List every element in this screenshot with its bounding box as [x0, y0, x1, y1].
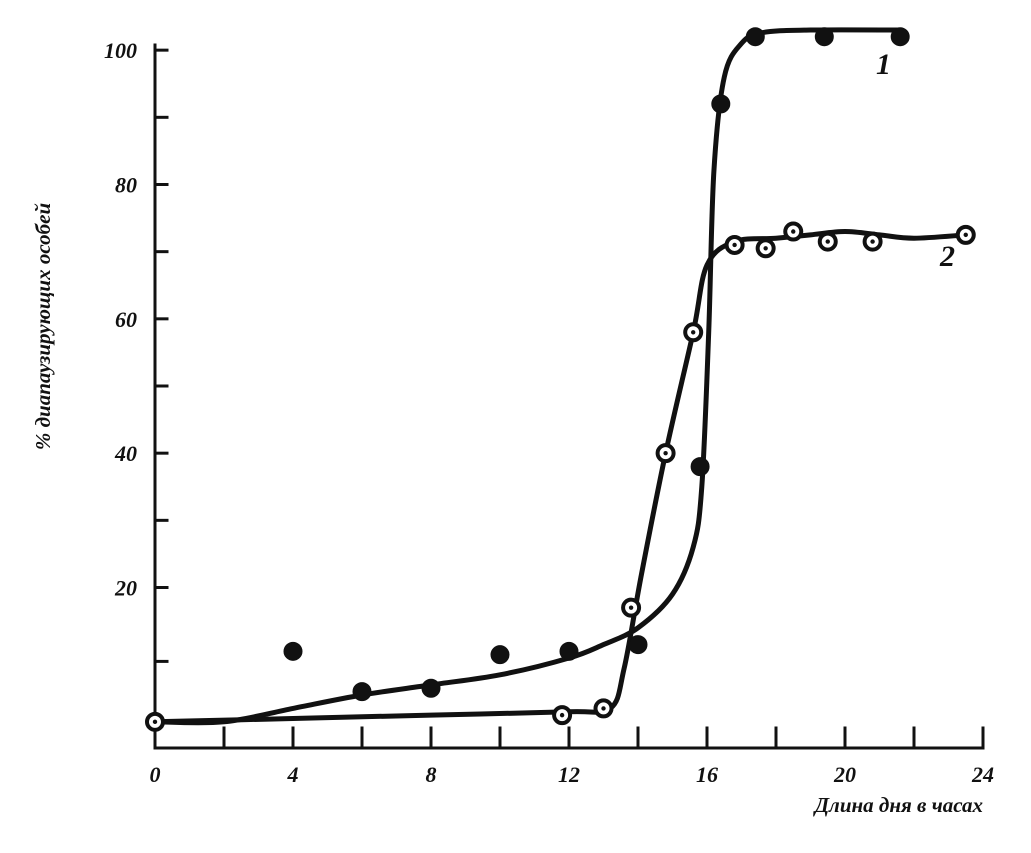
y-axis-label: % диапаузирующих особей: [31, 203, 55, 450]
series-1-point: [283, 641, 303, 661]
series-1-point: [690, 457, 710, 477]
series-1-point: [559, 641, 579, 661]
series-1-point: [745, 27, 765, 47]
series-2-point: [724, 234, 745, 255]
point-center: [152, 719, 158, 725]
point-center: [870, 239, 875, 244]
point-center: [963, 232, 968, 238]
curves: [152, 27, 969, 726]
point-center: [732, 242, 737, 248]
x-tick-label: 24: [971, 762, 994, 787]
series-label-2: 2: [939, 240, 955, 273]
y-tick-label: 20: [114, 576, 137, 601]
series-1-point: [490, 645, 510, 665]
series-1-line: [152, 27, 903, 726]
series-1-point: [352, 682, 372, 702]
series-2-point: [552, 705, 573, 726]
series-1-point: [890, 27, 910, 47]
series-2-point: [783, 221, 804, 242]
point-center: [691, 330, 696, 335]
series-1-point: [421, 678, 441, 698]
x-tick-label: 0: [150, 762, 161, 787]
series-2-point: [683, 322, 704, 343]
series-2-point: [655, 443, 676, 464]
point-center: [628, 605, 634, 610]
series-1-point: [814, 27, 834, 47]
series-2-point: [593, 698, 614, 719]
x-axis-label: Длина дня в часах: [813, 793, 983, 817]
x-tick-label: 4: [287, 762, 299, 787]
labels: % диапаузирующих особей Длина дня в часа…: [31, 48, 983, 817]
series-2-point: [145, 711, 165, 732]
x-tick-label: 16: [696, 762, 718, 787]
markers: [145, 27, 976, 732]
series-2-point: [862, 231, 883, 252]
series-2-point: [755, 238, 776, 259]
series-2-point: [817, 231, 838, 252]
y-tick-label: 40: [114, 441, 137, 466]
x-tick-label: 8: [426, 762, 437, 787]
y-tick-label: 80: [115, 172, 137, 197]
series-2-line: [152, 229, 969, 725]
y-tick-label: 100: [104, 38, 137, 63]
series-1-point: [711, 94, 731, 114]
series-2-point: [955, 224, 976, 245]
series-1-point: [628, 635, 648, 655]
point-center: [825, 239, 830, 244]
point-center: [763, 246, 768, 251]
y-tick-label: 60: [115, 307, 137, 332]
series-label-1: 1: [876, 48, 891, 81]
point-center: [663, 450, 668, 456]
x-tick-label: 12: [558, 762, 580, 787]
series-2-point: [621, 597, 642, 618]
point-center: [601, 706, 606, 711]
point-center: [791, 229, 796, 234]
point-center: [559, 712, 565, 718]
x-tick-label: 20: [833, 762, 856, 787]
